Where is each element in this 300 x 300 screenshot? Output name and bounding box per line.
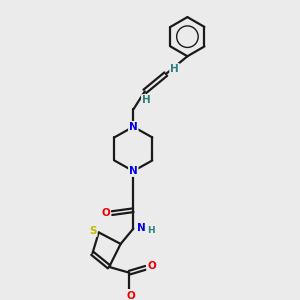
Text: O: O	[126, 291, 135, 300]
Text: N: N	[129, 122, 138, 132]
Text: N: N	[129, 166, 138, 176]
Text: O: O	[101, 208, 110, 218]
Text: H: H	[142, 95, 151, 105]
Text: H: H	[147, 226, 155, 236]
Text: H: H	[170, 64, 179, 74]
Text: O: O	[147, 261, 156, 272]
Text: N: N	[137, 223, 146, 233]
Text: S: S	[89, 226, 97, 236]
